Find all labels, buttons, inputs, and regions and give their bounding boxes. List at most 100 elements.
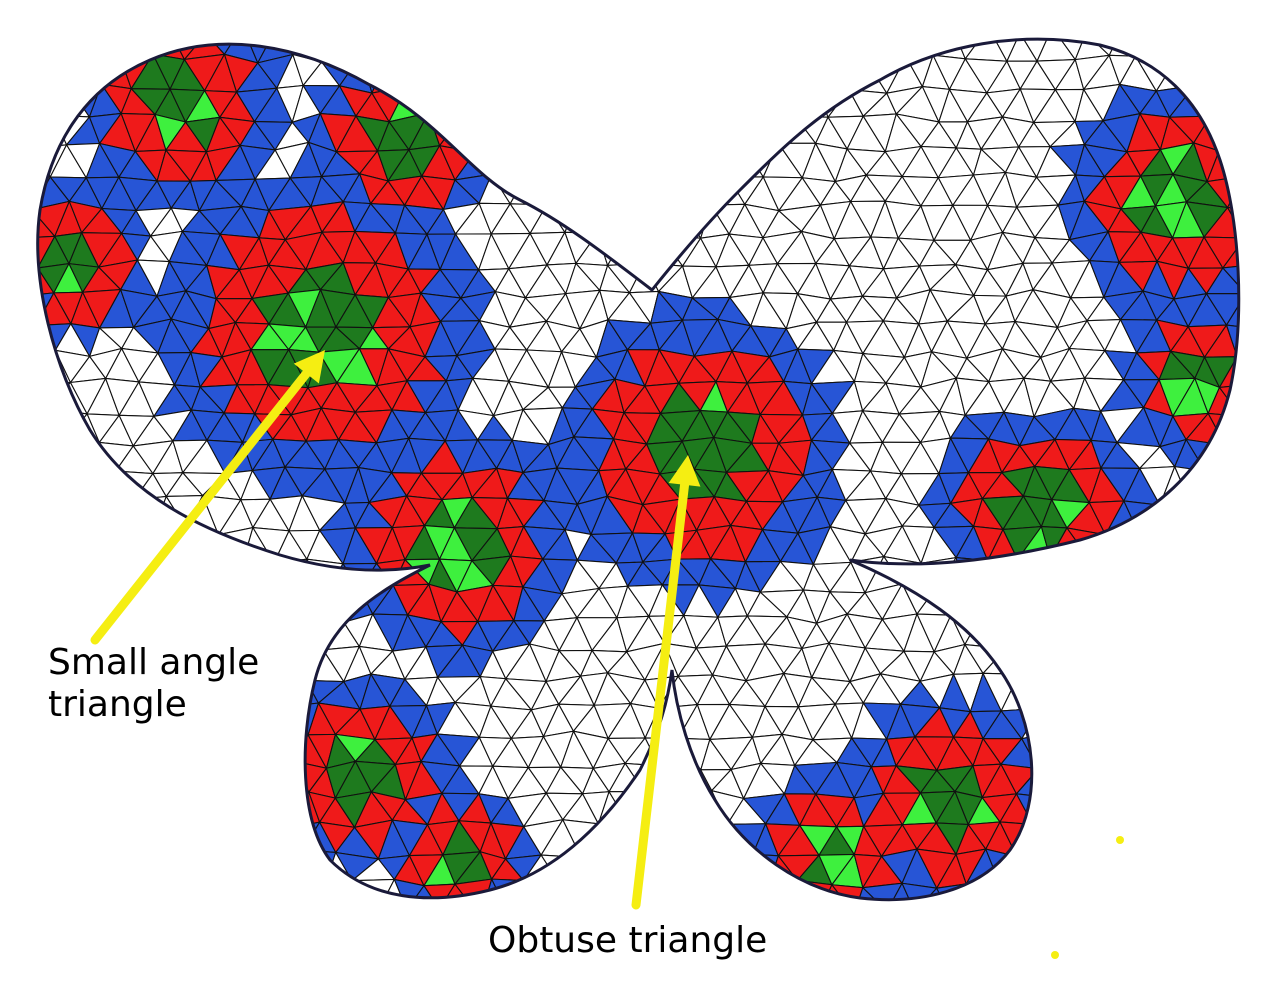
mesh-triangle	[983, 887, 1025, 900]
mesh-triangle	[878, 39, 921, 58]
mesh-triangle	[289, 848, 326, 888]
mesh-triangle	[1104, 525, 1137, 565]
mesh-triangle	[733, 0, 761, 5]
mesh-triangle	[1218, 84, 1239, 115]
mesh-triangle	[151, 39, 186, 61]
mesh-triangle	[589, 39, 626, 65]
mesh-triangle	[1189, 792, 1226, 829]
mesh-triangle	[700, 822, 729, 852]
mesh-triangle	[539, 117, 579, 152]
mesh-triangle	[575, 39, 610, 58]
mesh-triangle	[1276, 795, 1280, 829]
mesh-triangle	[1254, 142, 1280, 177]
mesh-triangle	[675, 882, 714, 900]
mesh-triangle	[274, 2, 303, 33]
mesh-triangle	[116, 798, 152, 826]
mesh-triangle	[48, 847, 83, 888]
mesh-triangle	[1142, 791, 1177, 825]
mesh-triangle	[965, 940, 1000, 970]
mesh-triangle	[522, 118, 558, 152]
mesh-triangle	[406, 39, 441, 58]
mesh-triangle	[474, 141, 511, 176]
mesh-triangle	[1056, 789, 1092, 827]
mesh-triangle	[133, 823, 175, 857]
stray-dot	[1116, 836, 1124, 844]
mesh-triangle	[659, 201, 702, 239]
mesh-triangle	[1158, 1, 1189, 26]
mesh-triangle	[3, 355, 32, 382]
mesh-triangle	[217, 584, 259, 623]
mesh-triangle	[188, 588, 220, 616]
mesh-triangle	[596, 2, 626, 30]
mesh-triangle	[462, 87, 493, 118]
mesh-triangle	[626, 0, 668, 4]
mesh-triangle	[185, 973, 225, 995]
butterfly-outline	[36, 37, 1241, 902]
mesh-triangle	[66, 880, 99, 900]
mesh-triangle	[1086, 0, 1124, 33]
mesh-triangle	[623, 207, 662, 237]
mesh-triangle	[427, 909, 464, 946]
mesh-triangle	[288, 589, 327, 616]
mesh-triangle	[1263, 586, 1280, 623]
mesh-triangle	[563, 0, 595, 2]
mesh-triangle	[51, 435, 90, 474]
mesh-triangle	[593, 856, 631, 887]
mesh-triangle	[253, 910, 289, 944]
mesh-triangle	[85, 530, 118, 563]
mesh-triangle	[256, 561, 291, 592]
mesh-triangle	[0, 765, 20, 794]
mesh-triangle	[1020, 1, 1052, 33]
mesh-triangle	[983, 970, 1015, 995]
mesh-triangle	[981, 0, 1023, 4]
mesh-triangle	[238, 885, 271, 900]
mesh-triangle	[964, 614, 1008, 650]
mesh-triangle	[1176, 649, 1206, 679]
mesh-triangle	[1170, 583, 1209, 622]
mesh-triangle	[1209, 83, 1239, 117]
mesh-triangle	[1086, 588, 1128, 622]
mesh-triangle	[1227, 1, 1256, 25]
mesh-triangle	[0, 85, 4, 119]
mesh-triangle	[1000, 911, 1038, 946]
mesh-triangle	[37, 465, 54, 497]
mesh-triangle	[0, 502, 16, 533]
mesh-triangle	[1244, 560, 1278, 586]
mesh-triangle	[1236, 327, 1239, 358]
mesh-triangle	[972, 0, 1006, 27]
mesh-triangle	[440, 909, 481, 946]
mesh-triangle	[175, 911, 207, 940]
mesh-triangle	[509, 879, 546, 900]
mesh-triangle	[884, 0, 920, 4]
mesh-triangle	[1259, 644, 1280, 678]
mesh-triangle	[305, 909, 344, 946]
mesh-triangle	[87, 819, 119, 855]
mesh-triangle	[37, 494, 50, 535]
mesh-triangle	[1153, 974, 1194, 995]
mesh-triangle	[1123, 39, 1160, 58]
mesh-triangle	[0, 650, 1, 680]
mesh-triangle	[360, 39, 390, 56]
mesh-triangle	[68, 848, 104, 883]
mesh-triangle	[0, 710, 31, 739]
mesh-triangle	[676, 822, 714, 852]
mesh-triangle	[522, 86, 558, 121]
mesh-triangle	[0, 650, 13, 680]
mesh-triangle	[581, 0, 612, 2]
mesh-triangle	[1106, 918, 1140, 945]
mesh-triangle	[37, 495, 70, 530]
mesh-triangle	[816, 62, 850, 91]
mesh-triangle	[353, 0, 387, 30]
mesh-triangle	[0, 410, 16, 445]
mesh-triangle	[104, 533, 136, 563]
mesh-triangle	[1204, 497, 1239, 533]
mesh-triangle	[1089, 560, 1127, 591]
mesh-triangle	[646, 849, 679, 887]
mesh-triangle	[1223, 943, 1253, 971]
mesh-triangle	[711, 0, 744, 32]
mesh-triangle	[1142, 585, 1172, 618]
mesh-triangle	[342, 39, 374, 56]
mesh-triangle	[646, 818, 680, 852]
mesh-triangle	[344, 915, 377, 945]
mesh-triangle	[1172, 0, 1206, 26]
